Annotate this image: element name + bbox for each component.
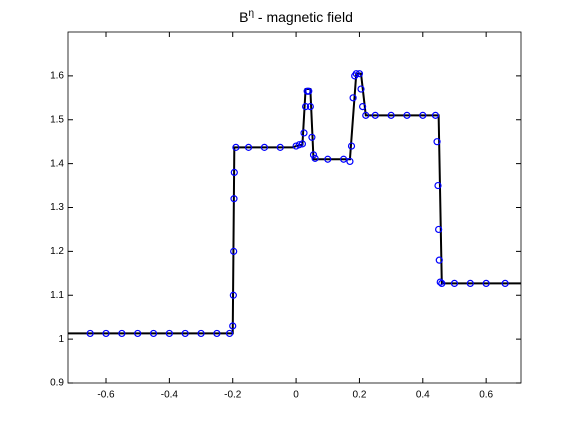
data-point [298, 140, 307, 148]
data-point [311, 154, 319, 162]
data-point [433, 138, 441, 146]
data-point [276, 143, 284, 151]
data-point [244, 143, 253, 151]
title-rest: - magnetic field [254, 9, 353, 25]
data-point [197, 329, 205, 338]
x-tick-label: -0.6 [97, 390, 115, 401]
data-point [295, 141, 303, 149]
data-point [347, 142, 356, 150]
x-tick-label: 0.2 [352, 390, 366, 401]
title-base: B [239, 9, 248, 25]
y-tick-label: 0.9 [50, 378, 64, 389]
x-tick-label: 0.6 [479, 390, 493, 401]
y-tick-label: 1.4 [50, 158, 64, 169]
data-point [86, 329, 94, 338]
data-point [134, 329, 142, 338]
data-point [340, 155, 348, 163]
title-sup: η [248, 8, 254, 19]
y-tick-label: 1.5 [50, 114, 64, 125]
data-point [482, 279, 490, 288]
data-point [349, 94, 357, 102]
data-point [308, 133, 316, 141]
data-point [403, 111, 411, 119]
data-point [165, 329, 173, 338]
data-point [309, 151, 318, 159]
data-point [118, 329, 126, 338]
x-tick-label: -0.4 [161, 390, 179, 401]
data-point [230, 168, 238, 176]
data-point [300, 129, 308, 137]
data-point [181, 329, 189, 338]
data-point [102, 329, 110, 338]
data-point [232, 143, 240, 151]
data-point [225, 329, 234, 338]
data-point [501, 279, 509, 288]
x-tick-label: -0.2 [224, 390, 242, 401]
data-point [229, 291, 237, 299]
data-point [213, 329, 221, 338]
data-point [359, 102, 367, 111]
data-point [438, 279, 446, 288]
data-point [435, 256, 443, 264]
data-point [436, 278, 444, 286]
data-point [230, 195, 238, 203]
data-point [301, 102, 310, 111]
data-point [260, 143, 269, 151]
exact-line [68, 72, 521, 335]
data-point [419, 111, 427, 119]
data-point [362, 111, 370, 119]
data-point [450, 279, 459, 288]
data-point [355, 70, 364, 78]
data-point [306, 102, 314, 111]
data-point [357, 85, 365, 93]
data-point [466, 279, 474, 288]
y-tick-label: 1.1 [50, 290, 64, 301]
data-point [229, 322, 237, 330]
data-point [371, 111, 379, 119]
y-tick-label: 1 [58, 334, 64, 345]
y-tick-label: 1.3 [50, 202, 64, 213]
x-tick-label: 0 [293, 390, 299, 401]
data-point [387, 111, 395, 119]
y-tick-label: 1.2 [50, 246, 64, 257]
data-point [230, 247, 238, 255]
data-point [435, 225, 443, 234]
data-point [149, 329, 158, 338]
data-point [305, 87, 313, 95]
data-point [434, 181, 442, 190]
x-tick-label: 0.4 [416, 390, 430, 401]
data-point [431, 111, 440, 119]
data-point [324, 155, 332, 163]
y-tick-label: 1.6 [50, 71, 64, 82]
chart-title: Bη - magnetic field [239, 8, 353, 25]
data-point [346, 157, 354, 166]
data-point [352, 70, 360, 78]
